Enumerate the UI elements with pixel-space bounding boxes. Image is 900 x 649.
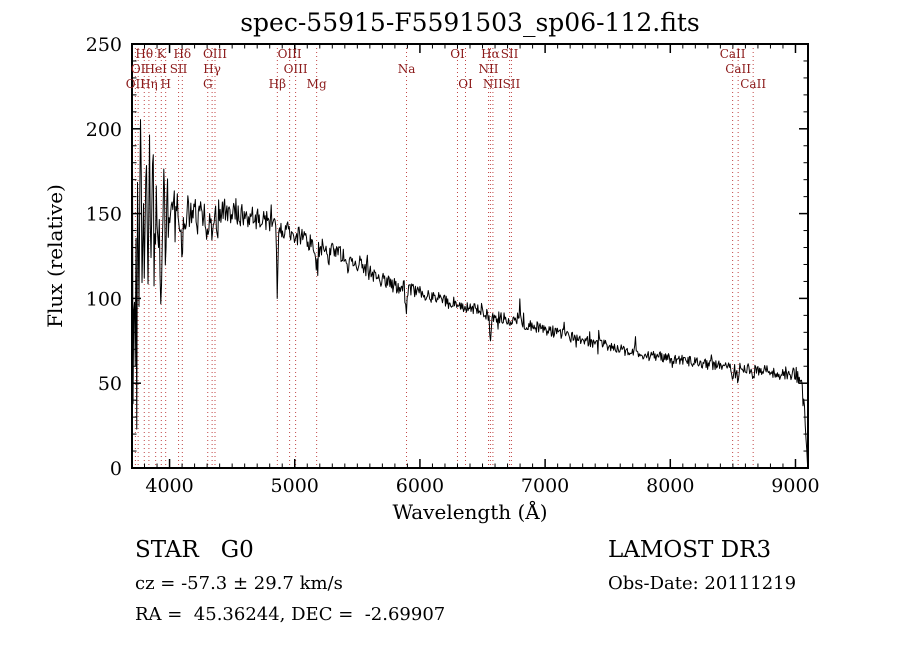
- x-tick-label: 6000: [396, 475, 444, 497]
- y-tick-label: 200: [86, 119, 122, 141]
- spectral-line-label: G: [203, 77, 213, 91]
- spectral-line-label: HeI: [145, 62, 168, 76]
- spectral-line-label: Hβ: [269, 77, 286, 91]
- spectral-line-label: Na: [398, 62, 416, 76]
- spectrum-trace: [131, 45, 808, 465]
- x-tick-label: 4000: [145, 475, 193, 497]
- x-tick-label: 5000: [271, 475, 319, 497]
- spectral-line-label: Hα: [481, 47, 500, 61]
- spectral-line-label: Mg: [307, 77, 327, 91]
- object-class-text: STAR G0: [135, 537, 254, 563]
- spectral-line-label: Hγ: [203, 62, 221, 76]
- y-tick-label: 100: [86, 288, 122, 310]
- y-tick-label: 0: [110, 458, 122, 480]
- y-tick-label: 150: [86, 204, 122, 226]
- spectral-line-label: CaII: [720, 47, 746, 61]
- spectral-line-label: NII: [479, 62, 499, 76]
- spectral-line-label: OI: [458, 77, 473, 91]
- spectral-line-label: OIII: [284, 62, 308, 76]
- spectral-line-label: OIII: [278, 47, 302, 61]
- x-axis-label: Wavelength (Å): [392, 499, 547, 524]
- spectral-line-label: OI: [131, 62, 146, 76]
- obs-date-text: Obs-Date: 20111219: [608, 573, 796, 594]
- spectral-line-label: H: [160, 77, 170, 91]
- plot-title: spec-55915-F5591503_sp06-112.fits: [240, 8, 700, 37]
- cz-velocity-text: cz = -57.3 ± 29.7 km/s: [135, 573, 343, 594]
- x-tick-label: 7000: [521, 475, 569, 497]
- spectral-line-label: Hη: [140, 77, 158, 91]
- y-axis-label: Flux (relative): [43, 184, 67, 328]
- spectral-line-labels: OIIOIHθHηHeIKHSIIHδGHγOIIIHβOIIIOIIIMgNa…: [126, 47, 767, 91]
- spectral-line-label: NII: [483, 77, 503, 91]
- spectral-line-label: CaII: [740, 77, 766, 91]
- survey-name-text: LAMOST DR3: [608, 537, 771, 563]
- x-tick-label: 9000: [771, 475, 819, 497]
- spectral-line-label: OIII: [203, 47, 227, 61]
- spectral-line-label: SII: [503, 77, 521, 91]
- spectral-line-label: CaII: [725, 62, 751, 76]
- axes-group: 4000 5000 6000 7000 8000 9000 0 50 100 150 200 250: [86, 34, 820, 497]
- spectral-line-label: K: [157, 47, 167, 61]
- spectral-line-label: Hδ: [173, 47, 191, 61]
- spectral-line-label: Hθ: [135, 47, 153, 61]
- plot-box: [131, 43, 809, 469]
- x-tick-label: 8000: [646, 475, 694, 497]
- spectral-line-label: SII: [170, 62, 188, 76]
- y-tick-label: 250: [86, 34, 122, 56]
- spectral-line-markers: [134, 44, 754, 468]
- spectral-line-label: SII: [501, 47, 519, 61]
- spectrum-trace-group: [131, 45, 808, 465]
- ra-dec-text: RA = 45.36244, DEC = -2.69907: [135, 604, 445, 625]
- spectral-line-label: OII: [126, 77, 146, 91]
- spectral-line-label: OI: [450, 47, 465, 61]
- y-tick-label: 50: [98, 373, 122, 395]
